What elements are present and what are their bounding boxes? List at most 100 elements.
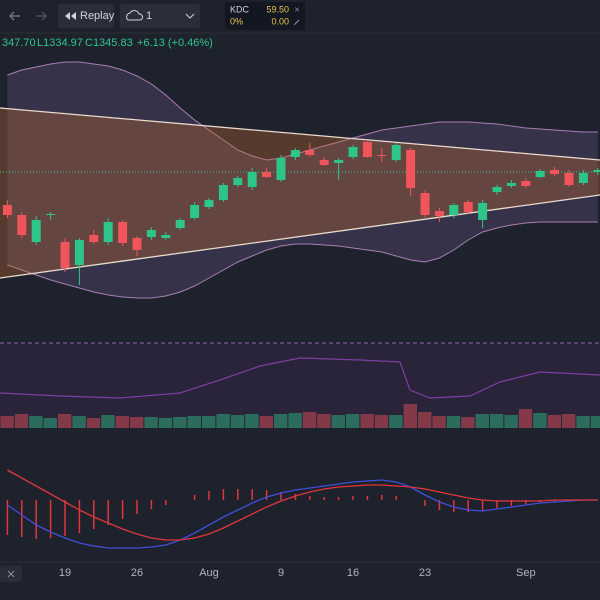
- ticker-change: 0.00: [271, 16, 289, 26]
- volume-bar: [288, 413, 302, 428]
- axis-button-icon: [7, 570, 15, 578]
- x-tick-label: Sep: [516, 567, 536, 579]
- volume-bar: [144, 417, 158, 428]
- replay-button[interactable]: [58, 4, 114, 28]
- candle-body: [17, 215, 27, 235]
- legend-change: +6.13 (+0.46%): [137, 37, 213, 49]
- edit-icon[interactable]: [293, 19, 300, 26]
- volume-bar: [389, 415, 403, 428]
- chevron: [185, 13, 195, 19]
- volume-bar: [115, 416, 129, 428]
- x-tick-label: 26: [131, 567, 143, 579]
- volume-bar: [504, 415, 518, 428]
- candle-body: [161, 235, 171, 238]
- volume-bar: [245, 414, 259, 428]
- volume-bar: [86, 418, 101, 428]
- x-tick-label: 16: [347, 567, 359, 579]
- volume-bar: [0, 416, 14, 428]
- volume-bar: [461, 417, 475, 428]
- x-tick-label: 23: [419, 567, 431, 579]
- x-tick-label: Aug: [199, 567, 219, 579]
- volume-bar: [547, 415, 561, 428]
- toolbar: Replay 1 KDC 59.50 0% 0.00 ×: [8, 2, 305, 30]
- volume-bar: [230, 415, 245, 428]
- candle-body: [492, 187, 502, 192]
- candle-body: [521, 181, 531, 186]
- interval-dropdown[interactable]: [120, 4, 200, 28]
- volume-bar: [403, 404, 417, 428]
- volume-bar: [259, 416, 273, 428]
- volume-bar: [418, 412, 432, 428]
- candle-body: [89, 235, 99, 242]
- replay-icon: [65, 12, 76, 20]
- volume-bars: [0, 404, 600, 428]
- candle-body: [146, 230, 156, 237]
- candle-body: [118, 222, 128, 243]
- candle-body: [420, 193, 430, 215]
- volume-bar: [72, 416, 86, 428]
- candle-body: [305, 150, 315, 155]
- cloud-icon: [126, 10, 144, 21]
- candle-body: [406, 150, 416, 188]
- candle-body: [31, 220, 41, 242]
- candle-body: [391, 145, 401, 160]
- volume-bar: [374, 415, 389, 428]
- candle-body: [434, 211, 444, 216]
- x-axis: 19 26 Aug 9 16 23 Sep: [59, 567, 536, 579]
- candle-body: [564, 173, 574, 185]
- candle-body: [46, 214, 56, 215]
- volume-bar: [202, 416, 216, 428]
- volume-bar: [216, 414, 230, 428]
- volume-bar: [130, 417, 144, 428]
- ticker-box[interactable]: [225, 2, 305, 30]
- macd-pane: [6, 469, 598, 549]
- candle-body: [233, 178, 243, 185]
- legend-open: 347.70: [2, 37, 36, 49]
- volume-bar: [14, 414, 29, 428]
- candle-body: [132, 238, 142, 250]
- volume-bar: [432, 416, 446, 428]
- ticker-symbol: KDC: [230, 4, 250, 14]
- triangle-lower: [0, 194, 600, 279]
- legend-close: C1345.83: [85, 37, 133, 49]
- band-line: [7, 61, 598, 161]
- volume-bar: [173, 417, 187, 428]
- volume-bar: [346, 414, 360, 428]
- candle-body: [190, 205, 200, 218]
- candle-body: [362, 142, 372, 157]
- ticker-close[interactable]: ×: [294, 4, 299, 14]
- volume-bar: [360, 414, 374, 428]
- candle-body: [334, 160, 344, 163]
- candle-body: [449, 205, 459, 215]
- candle-body: [262, 172, 272, 177]
- volume-bar: [490, 414, 504, 428]
- interval-label: 1: [146, 10, 152, 22]
- ohlc-legend: 347.70 L1334.97 C1345.83 +6.13 (+0.46%): [2, 37, 213, 49]
- volume-bar: [562, 414, 576, 428]
- candles: [2, 140, 600, 285]
- candle-body: [463, 202, 473, 212]
- volume-bar: [576, 416, 590, 428]
- candle-body: [2, 205, 12, 215]
- macd-line: [7, 469, 598, 541]
- x-tick-label: 19: [59, 567, 71, 579]
- replay-label: Replay: [80, 10, 115, 22]
- volume-bar: [43, 418, 57, 428]
- candle-body: [319, 160, 329, 165]
- volume-bar: [58, 414, 72, 428]
- volume-bar: [274, 414, 288, 428]
- candle-body: [478, 203, 488, 220]
- candle-body: [218, 185, 228, 200]
- redo-icon[interactable]: [36, 11, 48, 21]
- volume-bar: [446, 416, 461, 428]
- candle-body: [247, 172, 257, 187]
- macd-line: [7, 479, 598, 549]
- ticker-change-pct: 0%: [230, 16, 243, 26]
- candle-body: [535, 171, 545, 177]
- candle-body: [103, 222, 113, 242]
- candle-body: [290, 150, 300, 157]
- undo-icon[interactable]: [8, 11, 20, 21]
- volume-bar: [590, 416, 600, 428]
